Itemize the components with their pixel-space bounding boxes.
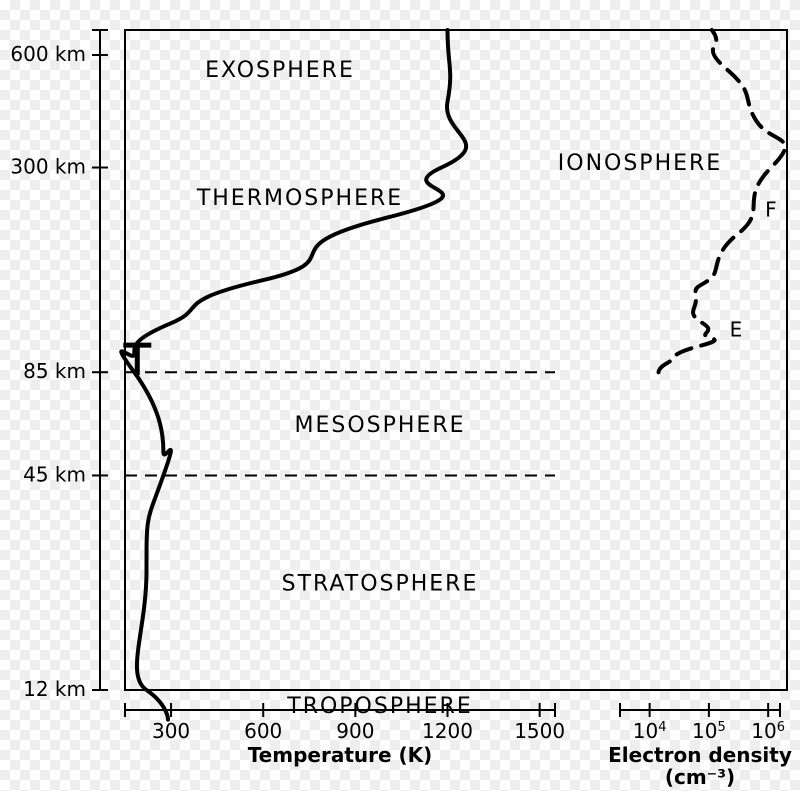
label-ionosphere: IONOSPHERE: [558, 151, 722, 176]
temp-tick-label: 900: [336, 719, 374, 743]
edens-tick-label: 106: [751, 719, 785, 743]
temp-tick-label: 600: [244, 719, 282, 743]
label-mesosphere: MESOSPHERE: [294, 413, 465, 438]
temp-tick-label: 1200: [422, 719, 473, 743]
temp-tick-label: 1500: [514, 719, 565, 743]
temp-axis-label: Temperature (K): [248, 743, 433, 767]
edens-axis-unit: (cm⁻³): [665, 765, 735, 789]
y-tick-label: 300 km: [10, 155, 86, 179]
y-tick-label: 600 km: [10, 42, 86, 66]
label-thermosphere: THERMOSPHERE: [196, 186, 403, 211]
temperature-curve: [121, 30, 466, 720]
region-f-label: F: [765, 198, 777, 222]
y-tick-label: 12 km: [23, 677, 86, 701]
y-tick-label: 45 km: [23, 462, 86, 486]
y-tick-label: 85 km: [23, 359, 86, 383]
region-e-label: E: [730, 317, 743, 341]
label-stratosphere: STRATOSPHERE: [282, 572, 479, 597]
edens-axis-label: Electron density: [608, 743, 792, 767]
temp-tick-label: 300: [152, 719, 190, 743]
edens-tick-label: 105: [692, 719, 726, 743]
label-troposphere: TROPOSPHERE: [286, 694, 473, 719]
label-exosphere: EXOSPHERE: [205, 58, 355, 83]
edens-tick-label: 104: [633, 719, 667, 743]
